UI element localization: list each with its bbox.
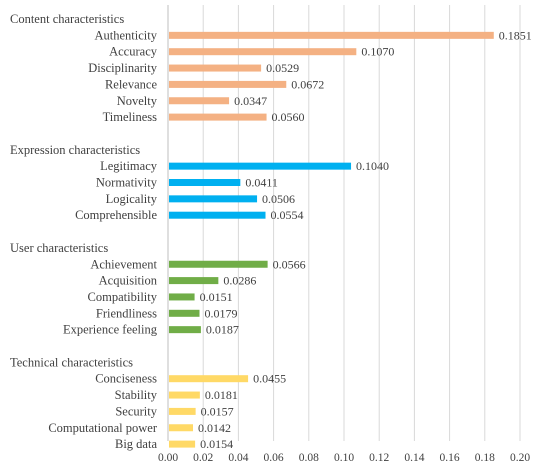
value-label: 0.1070 — [361, 45, 394, 59]
bar — [169, 407, 196, 415]
value-label: 0.0142 — [198, 421, 231, 435]
value-label: 0.1040 — [356, 159, 389, 173]
value-label: 0.0151 — [200, 290, 233, 304]
value-label: 0.0181 — [205, 388, 238, 402]
bar — [169, 64, 262, 72]
value-label: 0.0157 — [201, 404, 234, 418]
bar — [169, 179, 241, 186]
bar — [169, 113, 267, 121]
category-label: Stability — [115, 388, 158, 402]
value-label: 0.0411 — [245, 176, 278, 190]
x-tick-label: 0.14 — [404, 452, 424, 464]
x-tick-label: 0.02 — [193, 452, 213, 464]
value-label: 0.0347 — [234, 94, 267, 108]
value-label: 0.0286 — [223, 274, 256, 288]
bar — [169, 260, 268, 268]
value-label: 0.0566 — [273, 257, 306, 271]
bar — [169, 97, 230, 105]
bar — [169, 375, 249, 383]
x-tick-label: 0.10 — [334, 452, 354, 464]
value-label: 0.1851 — [499, 28, 532, 42]
group-label: User characteristics — [10, 241, 108, 255]
category-label: Authenticity — [95, 28, 158, 42]
x-tick-label: 0.04 — [228, 452, 248, 464]
x-tick-label: 0.06 — [264, 452, 284, 464]
category-label: Security — [115, 404, 157, 418]
group-label: Expression characteristics — [10, 143, 140, 157]
value-label: 0.0560 — [272, 110, 305, 124]
category-label: Normativity — [96, 176, 158, 190]
value-label: 0.0529 — [266, 61, 299, 75]
bar — [169, 195, 258, 203]
category-label: Friendliness — [96, 306, 157, 320]
bar — [169, 48, 357, 56]
bar — [169, 424, 193, 432]
category-label: Compatibility — [88, 290, 158, 304]
x-tick-label: 0.12 — [369, 452, 389, 464]
bar — [169, 326, 201, 334]
bar — [169, 80, 287, 88]
x-tick-label: 0.00 — [158, 452, 178, 464]
bar — [169, 31, 494, 39]
category-label: Logicality — [106, 192, 158, 206]
category-label: Comprehensible — [75, 208, 157, 222]
bar — [169, 440, 196, 448]
category-label: Relevance — [105, 77, 158, 91]
category-label: Legitimacy — [100, 159, 158, 173]
value-label: 0.0154 — [200, 437, 233, 451]
value-label: 0.0455 — [253, 372, 286, 386]
value-label: 0.0187 — [206, 323, 239, 337]
labels: Content characteristics Authenticity 0.185… — [10, 12, 532, 451]
group-label: Content characteristics — [10, 12, 124, 26]
x-axis-ticks: 0.00 0.02 0.04 0.06 0.08 0.10 0.12 0.14 0.16 0.18… — [158, 452, 530, 464]
category-label: Accuracy — [109, 45, 158, 59]
category-label: Computational power — [48, 421, 157, 435]
x-tick-label: 0.16 — [440, 452, 460, 464]
category-label: Conciseness — [95, 372, 157, 386]
bar — [169, 211, 266, 219]
value-label: 0.0506 — [262, 192, 295, 206]
bars — [169, 31, 494, 448]
x-tick-label: 0.20 — [510, 452, 530, 464]
category-label: Novelty — [117, 94, 158, 108]
bar — [169, 391, 200, 399]
value-label: 0.0179 — [205, 306, 238, 320]
grid-lines — [167, 5, 521, 441]
value-label: 0.0672 — [291, 77, 324, 91]
category-label: Timeliness — [103, 110, 158, 124]
category-label: Disciplinarity — [88, 61, 157, 75]
bar — [169, 162, 352, 170]
category-label: Acquisition — [99, 274, 158, 288]
category-label: Big data — [115, 437, 157, 451]
category-label: Experience feeling — [63, 323, 158, 337]
group-label: Technical characteristics — [10, 355, 133, 369]
bar — [169, 309, 200, 317]
x-tick-label: 0.18 — [475, 452, 495, 464]
value-label: 0.0554 — [271, 208, 304, 222]
category-label: Achievement — [90, 257, 157, 271]
x-tick-label: 0.08 — [299, 452, 319, 464]
bar — [169, 293, 195, 301]
bar — [169, 277, 219, 285]
